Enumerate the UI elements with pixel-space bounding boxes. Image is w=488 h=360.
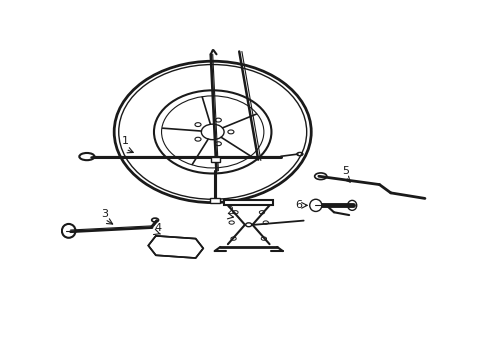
Bar <box>210 198 219 203</box>
Bar <box>210 157 220 162</box>
Text: 2: 2 <box>226 206 233 216</box>
Text: 3: 3 <box>101 209 108 219</box>
Ellipse shape <box>309 199 321 211</box>
Text: 5: 5 <box>341 166 348 176</box>
Bar <box>224 201 273 205</box>
Ellipse shape <box>245 201 251 205</box>
Text: 6: 6 <box>294 200 301 210</box>
Polygon shape <box>148 236 203 258</box>
Text: 4: 4 <box>154 222 161 233</box>
Text: 1: 1 <box>122 136 129 146</box>
